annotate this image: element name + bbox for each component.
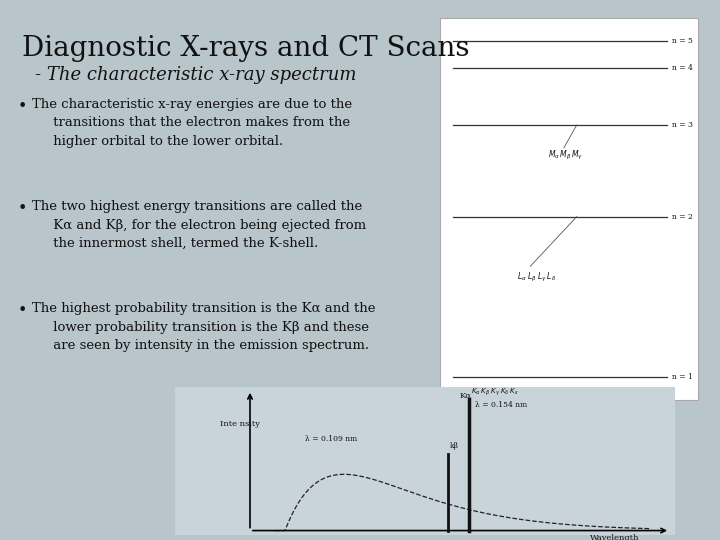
Text: Diagnostic X-rays and CT Scans: Diagnostic X-rays and CT Scans <box>22 35 469 62</box>
Text: The two highest energy transitions are called the
     Kα and Kβ, for the electr: The two highest energy transitions are c… <box>32 200 366 250</box>
Text: n = 5: n = 5 <box>672 37 693 45</box>
Text: kβ: kβ <box>450 442 459 450</box>
Text: The characteristic x-ray energies are due to the
     transitions that the elect: The characteristic x-ray energies are du… <box>32 98 352 148</box>
Text: Kα: Kα <box>460 392 472 400</box>
Text: •: • <box>18 98 27 115</box>
Text: $L_\alpha\;L_\beta\;L_\gamma\;L_\delta$: $L_\alpha\;L_\beta\;L_\gamma\;L_\delta$ <box>518 271 557 284</box>
Text: n = 3: n = 3 <box>672 121 693 129</box>
Text: λ = 0.109 nm: λ = 0.109 nm <box>305 435 357 443</box>
Bar <box>440 18 698 400</box>
Text: n = 1: n = 1 <box>672 373 693 381</box>
Text: The highest probability transition is the Kα and the
     lower probability tran: The highest probability transition is th… <box>32 302 376 352</box>
Text: n = 4: n = 4 <box>672 64 693 72</box>
Text: $K_\alpha\;K_\beta\;K_\gamma\;K_\delta\;K_\epsilon$: $K_\alpha\;K_\beta\;K_\gamma\;K_\delta\;… <box>471 387 519 398</box>
Text: Wavelength: Wavelength <box>590 535 640 540</box>
Text: - The characteristic x-ray spectrum: - The characteristic x-ray spectrum <box>35 66 356 84</box>
Text: Inte nsity: Inte nsity <box>220 420 260 428</box>
Text: n = 2: n = 2 <box>672 213 693 221</box>
Text: •: • <box>18 302 27 319</box>
Text: λ = 0.154 nm: λ = 0.154 nm <box>475 401 527 409</box>
Bar <box>175 387 675 535</box>
Text: •: • <box>18 200 27 217</box>
Text: $M_\alpha\,M_\beta\,M_\gamma$: $M_\alpha\,M_\beta\,M_\gamma$ <box>549 149 583 162</box>
